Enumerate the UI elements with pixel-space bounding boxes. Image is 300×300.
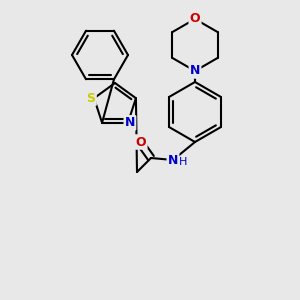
Text: S: S — [87, 92, 96, 105]
Text: H: H — [179, 157, 187, 167]
Text: O: O — [136, 136, 146, 148]
Text: N: N — [168, 154, 178, 166]
Text: O: O — [190, 13, 200, 26]
Text: N: N — [190, 64, 200, 77]
Text: N: N — [125, 116, 135, 129]
